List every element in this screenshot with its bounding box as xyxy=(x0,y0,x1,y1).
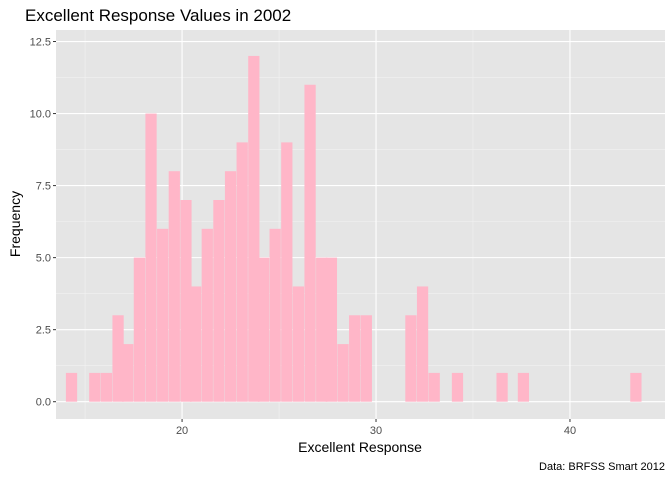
y-axis: 0.0 2.5 5.0 7.5 10.0 12.5 xyxy=(30,37,56,409)
x-tick-label: 20 xyxy=(176,425,188,437)
histogram-bar xyxy=(451,372,464,402)
y-tick-label: 0.0 xyxy=(36,397,51,409)
y-tick-label: 2.5 xyxy=(36,325,51,337)
histogram-bar xyxy=(337,344,349,402)
histogram-bar xyxy=(281,142,293,402)
histogram-bar xyxy=(168,171,180,402)
x-tick-label: 40 xyxy=(564,425,576,437)
histogram-bar xyxy=(325,257,338,402)
x-tick-label: 30 xyxy=(370,425,382,437)
histogram-bar xyxy=(100,372,113,402)
histogram-bar xyxy=(517,372,530,402)
chart-title: Excellent Response Values in 2002 xyxy=(25,6,291,25)
chart-caption: Data: BRFSS Smart 2012 xyxy=(539,461,665,473)
histogram-bar xyxy=(360,315,372,402)
histogram-bar xyxy=(349,315,361,402)
histogram-bar xyxy=(89,372,101,402)
y-tick-label: 7.5 xyxy=(36,181,51,193)
x-axis-label: Excellent Response xyxy=(298,439,422,455)
histogram-bar xyxy=(122,344,134,402)
histogram-bar xyxy=(157,228,169,402)
histogram-bar xyxy=(180,200,192,402)
x-axis: 20 30 40 xyxy=(176,419,576,437)
histogram-bars xyxy=(65,55,642,402)
histogram-bar xyxy=(630,372,642,402)
y-axis-label: Frequency xyxy=(7,191,23,257)
histogram-bar xyxy=(112,315,124,402)
histogram-bar xyxy=(248,55,260,402)
histogram-bar xyxy=(145,113,157,402)
histogram-bar xyxy=(133,257,146,402)
histogram-bar xyxy=(257,257,270,402)
histogram-bar xyxy=(236,142,248,402)
y-tick-label: 10.0 xyxy=(30,109,51,121)
histogram-bar xyxy=(496,372,508,402)
y-tick-label: 12.5 xyxy=(30,37,51,49)
histogram-bar xyxy=(316,257,328,402)
histogram-bar xyxy=(428,372,440,402)
histogram-bar xyxy=(65,372,78,402)
histogram-bar xyxy=(190,286,202,402)
histogram-bar xyxy=(224,171,237,402)
histogram-bar xyxy=(292,286,305,402)
histogram-bar xyxy=(416,286,429,402)
histogram-bar xyxy=(405,315,417,402)
histogram-bar xyxy=(213,200,225,402)
histogram-bar xyxy=(304,84,316,402)
y-tick-label: 5.0 xyxy=(36,253,51,265)
histogram-bar xyxy=(269,228,281,402)
histogram-bar xyxy=(201,228,213,402)
